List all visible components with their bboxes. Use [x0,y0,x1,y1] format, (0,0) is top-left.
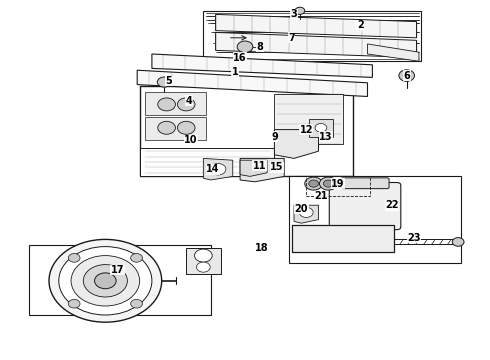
Circle shape [315,123,327,132]
Polygon shape [137,70,368,96]
Polygon shape [140,148,274,176]
Circle shape [323,180,333,187]
Text: 20: 20 [294,204,308,214]
Circle shape [305,177,322,190]
Circle shape [452,238,464,246]
Polygon shape [240,160,267,176]
Polygon shape [145,92,206,115]
Text: 14: 14 [206,164,220,174]
Circle shape [59,247,152,315]
Text: 12: 12 [299,125,313,135]
Circle shape [210,163,226,175]
Bar [306,176,370,196]
Text: 21: 21 [314,191,328,201]
Polygon shape [203,158,233,180]
Text: 5: 5 [166,76,172,86]
Polygon shape [216,32,416,58]
FancyBboxPatch shape [341,178,389,189]
Circle shape [177,98,195,111]
Circle shape [95,273,116,289]
Text: 16: 16 [233,53,247,63]
Circle shape [299,207,313,217]
Text: 8: 8 [256,42,263,52]
Text: 13: 13 [319,132,333,142]
Circle shape [399,70,415,81]
Circle shape [158,98,175,111]
Polygon shape [289,176,461,263]
Polygon shape [309,119,333,137]
Circle shape [131,253,143,262]
Text: 2: 2 [357,20,364,30]
Text: 18: 18 [255,243,269,253]
Circle shape [49,239,162,322]
Circle shape [131,300,143,308]
Polygon shape [186,248,220,274]
Polygon shape [145,117,206,140]
Circle shape [319,177,337,190]
Polygon shape [240,158,284,182]
FancyBboxPatch shape [329,183,401,230]
Text: 9: 9 [271,132,278,142]
Text: 4: 4 [185,96,192,106]
Text: 19: 19 [331,179,345,189]
Text: 17: 17 [111,265,124,275]
Polygon shape [274,130,318,158]
Text: 10: 10 [184,135,198,145]
Polygon shape [368,44,419,61]
Circle shape [237,41,253,53]
Circle shape [68,300,80,308]
Polygon shape [274,94,343,144]
Polygon shape [294,205,318,223]
Text: 3: 3 [291,9,297,19]
Circle shape [157,77,171,87]
Polygon shape [152,54,372,77]
Circle shape [295,7,305,14]
Text: 23: 23 [407,233,421,243]
Circle shape [158,121,175,134]
Text: 6: 6 [403,71,410,81]
Circle shape [68,253,80,262]
Circle shape [71,256,140,306]
Polygon shape [203,11,421,61]
Text: 15: 15 [270,162,284,172]
FancyBboxPatch shape [292,225,394,252]
Text: 7: 7 [288,33,295,43]
Circle shape [177,121,195,134]
Circle shape [195,249,212,262]
Circle shape [196,262,210,272]
Text: 22: 22 [385,200,399,210]
Circle shape [309,180,318,187]
Circle shape [83,265,127,297]
Polygon shape [29,245,211,315]
Polygon shape [140,86,353,176]
Text: 1: 1 [232,67,239,77]
Text: 11: 11 [253,161,267,171]
Polygon shape [216,14,416,38]
